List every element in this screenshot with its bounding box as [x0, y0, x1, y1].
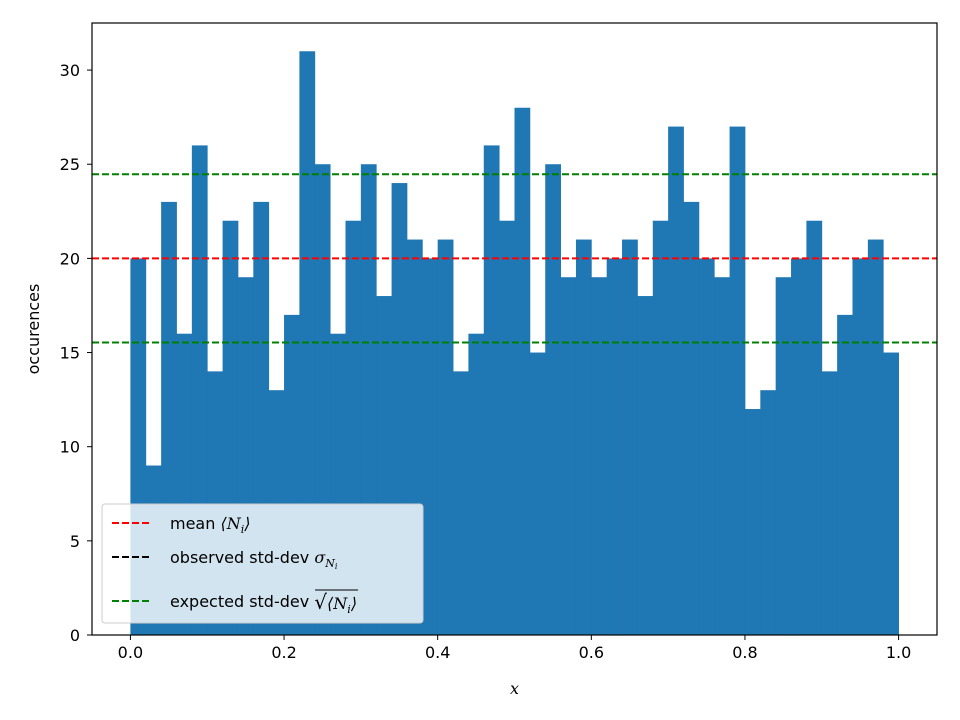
histogram-bar — [867, 239, 884, 636]
histogram-bar — [591, 277, 608, 635]
histogram-bar — [453, 371, 469, 635]
histogram-bar — [637, 296, 654, 635]
y-ticks-group: 0 5 10 15 20 25 30 — [60, 61, 92, 645]
y-tick-label: 5 — [70, 532, 80, 551]
histogram-bar — [760, 390, 777, 635]
legend-entry-label: expected std-dev √⟨Ni⟩ — [170, 590, 357, 616]
legend: mean ⟨Ni⟩ observed std-dev σNi expected st… — [101, 503, 424, 624]
histogram-bar — [622, 239, 638, 636]
y-tick-label: 10 — [60, 438, 80, 457]
x-tick-label: 0.6 — [579, 643, 604, 662]
x-tick-label: 0.2 — [271, 643, 296, 662]
y-axis-label: occurences — [24, 284, 43, 375]
histogram-bar — [744, 409, 761, 635]
histogram-bar — [468, 333, 485, 635]
histogram-bar — [698, 258, 715, 635]
y-tick-label: 0 — [70, 626, 80, 645]
histogram-bar — [545, 164, 561, 635]
histogram-bar — [683, 201, 700, 635]
reference-lines-group — [92, 173, 937, 344]
x-ticks-group: 0.0 0.2 0.4 0.6 0.8 1.0 — [118, 635, 911, 662]
y-tick-label: 25 — [60, 155, 80, 174]
y-tick-label: 15 — [60, 344, 80, 363]
x-tick-label: 0.4 — [425, 643, 450, 662]
x-tick-label: 0.8 — [732, 643, 757, 662]
x-tick-label: 1.0 — [886, 643, 911, 662]
y-tick-label: 20 — [60, 249, 80, 268]
histogram-bar — [437, 239, 454, 636]
histogram-bar — [729, 126, 746, 636]
histogram-bar — [837, 314, 853, 635]
histogram-bar — [560, 277, 577, 635]
histogram-bar — [422, 258, 439, 635]
histogram-bar — [575, 239, 592, 636]
histogram-bar — [499, 220, 515, 635]
histogram-bar — [806, 220, 823, 635]
histogram-bar — [714, 277, 730, 635]
histogram-bar — [791, 258, 807, 635]
histogram-bar — [514, 107, 531, 635]
histogram-bar — [775, 277, 792, 635]
legend-entry-label: observed std-dev σNi — [170, 548, 338, 571]
histogram-bar — [529, 352, 546, 635]
histogram-bar — [852, 258, 869, 635]
x-tick-label: 0.0 — [118, 643, 143, 662]
histogram-bar — [652, 220, 669, 635]
plot-frame — [91, 22, 938, 636]
y-tick-label: 30 — [60, 61, 80, 80]
histogram-bar — [883, 352, 899, 635]
legend-entry-label: mean ⟨Ni⟩ — [170, 514, 251, 536]
histogram-bar — [606, 258, 623, 635]
x-axis-label: x — [510, 679, 519, 698]
legend-box — [101, 503, 424, 624]
histogram-bar — [668, 126, 684, 636]
histogram-bar — [821, 371, 838, 635]
histogram-bar — [483, 145, 500, 635]
